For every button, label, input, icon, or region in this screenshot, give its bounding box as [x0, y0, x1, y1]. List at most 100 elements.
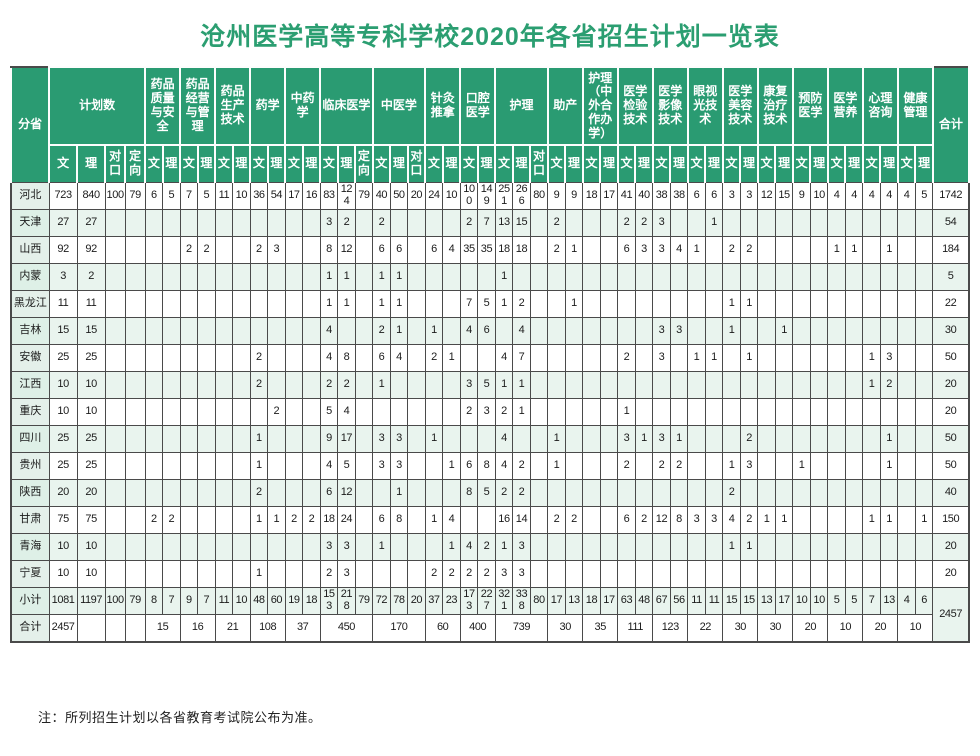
data-cell: 75 [76, 506, 106, 534]
data-cell [267, 290, 286, 318]
data-cell [302, 560, 321, 588]
data-cell [302, 425, 321, 453]
data-cell [844, 290, 864, 318]
data-cell: 1 [774, 506, 794, 534]
data-cell [774, 344, 794, 372]
data-cell: 12 [757, 182, 776, 210]
data-cell: 6 [372, 506, 391, 534]
data-cell [232, 290, 251, 318]
data-cell: 6 [477, 317, 496, 345]
data-cell: 15 [739, 587, 759, 615]
data-cell [424, 290, 444, 318]
data-cell: 11 [704, 587, 724, 615]
data-cell [302, 317, 321, 345]
data-cell [599, 398, 619, 426]
data-cell [197, 506, 216, 534]
data-cell [407, 425, 426, 453]
data-cell: 1 [267, 506, 286, 534]
grand-merged-cell: 111 [617, 614, 654, 643]
data-cell [197, 425, 216, 453]
grand-merged-cell: 170 [372, 614, 426, 643]
data-cell [862, 398, 881, 426]
data-cell [599, 344, 619, 372]
data-cell [162, 209, 181, 237]
data-cell: 4 [494, 452, 514, 480]
data-cell [302, 344, 321, 372]
data-cell [162, 560, 181, 588]
data-cell [634, 290, 654, 318]
data-cell: 54 [267, 182, 286, 210]
data-cell: 25 [76, 425, 106, 453]
data-cell [792, 290, 811, 318]
data-cell: 25 [48, 344, 78, 372]
data-cell [214, 290, 234, 318]
page-title: 沧州医学高等专科学校2020年各省招生计划一览表 [200, 23, 780, 51]
data-cell: 1 [442, 533, 461, 561]
data-cell [529, 236, 549, 264]
data-cell: 4 [827, 182, 846, 210]
data-cell: 9 [547, 182, 566, 210]
data-cell: 1 [879, 425, 899, 453]
data-cell: 2 [564, 506, 584, 534]
data-cell [617, 290, 636, 318]
data-cell: 15 [76, 317, 106, 345]
data-cell [162, 479, 181, 507]
row-total-cell: 50 [932, 344, 970, 372]
data-cell: 100 [104, 587, 126, 615]
data-cell: 4 [494, 425, 514, 453]
data-cell: 2 [477, 533, 496, 561]
data-cell: 173 [459, 587, 479, 615]
data-cell: 2 [739, 425, 759, 453]
data-cell [582, 479, 601, 507]
data-cell: 27 [76, 209, 106, 237]
data-cell: 2 [249, 236, 269, 264]
data-cell: 48 [249, 587, 269, 615]
data-cell [809, 452, 829, 480]
data-cell [897, 506, 916, 534]
data-cell [722, 398, 741, 426]
data-cell [267, 317, 286, 345]
data-cell [547, 398, 566, 426]
subcolumn-header: 文 [284, 144, 304, 183]
data-cell [284, 263, 304, 291]
data-cell [104, 398, 126, 426]
data-cell [197, 344, 216, 372]
data-cell [529, 371, 549, 399]
data-cell [284, 209, 304, 237]
data-cell [407, 317, 426, 345]
data-cell [197, 263, 216, 291]
data-cell: 3 [494, 560, 514, 588]
data-cell [179, 398, 199, 426]
data-cell: 7 [459, 290, 479, 318]
data-cell: 1 [249, 506, 269, 534]
subcolumn-header: 理 [739, 144, 759, 183]
data-cell [232, 425, 251, 453]
data-cell: 9 [179, 587, 199, 615]
data-cell: 1 [722, 290, 741, 318]
data-cell [124, 317, 146, 345]
data-cell [844, 452, 864, 480]
data-cell [214, 317, 234, 345]
data-cell: 18 [582, 587, 601, 615]
row-header: 安徽 [10, 344, 50, 372]
data-cell: 80 [529, 587, 549, 615]
data-cell: 9 [319, 425, 339, 453]
data-cell [897, 344, 916, 372]
subcolumn-header: 文 [494, 144, 514, 183]
row-header: 青海 [10, 533, 50, 561]
data-cell: 92 [48, 236, 78, 264]
data-cell [529, 479, 549, 507]
data-cell: 2 [197, 236, 216, 264]
data-cell [104, 452, 126, 480]
grand-total-row: 合计 2457 15 16 21 108 37 450 170 60 400 739 30 35 111 12… [10, 614, 969, 643]
data-cell [774, 263, 794, 291]
data-cell [267, 371, 286, 399]
data-cell [687, 452, 706, 480]
data-cell [599, 317, 619, 345]
data-cell [407, 452, 426, 480]
row-total-cell: 40 [932, 479, 970, 507]
data-cell: 1 [634, 425, 654, 453]
data-cell [407, 263, 426, 291]
data-cell [214, 344, 234, 372]
data-cell [249, 290, 269, 318]
